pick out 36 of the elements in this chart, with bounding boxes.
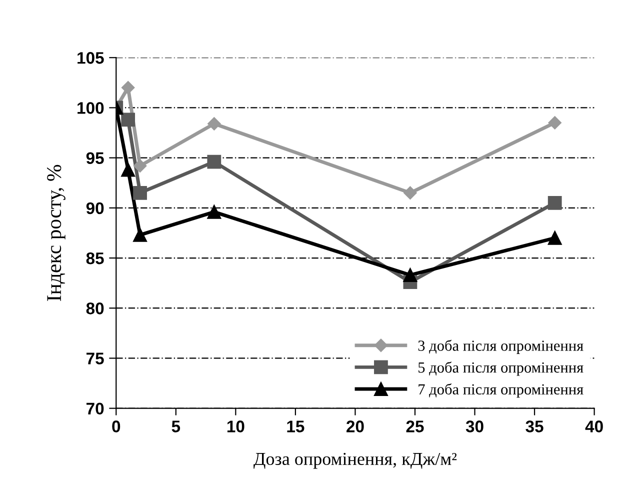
point (207, 154, 222, 169)
point (208, 117, 221, 130)
point (403, 268, 418, 282)
x-tick-label: 10 (227, 420, 244, 432)
y-tick-label: 100 (78, 102, 104, 114)
legend-label: 7 доба після опромінення (418, 383, 584, 398)
x-tick-label: 15 (287, 420, 304, 432)
y-tick-label: 75 (86, 352, 104, 364)
y-tick-label: 70 (86, 402, 104, 415)
y-tick-label: 85 (86, 252, 104, 264)
x-tick-label: 25 (406, 420, 424, 432)
y-axis-title: Індекс росту, % (47, 164, 66, 301)
y-tick-label: 80 (86, 302, 104, 314)
point (207, 204, 222, 219)
point (548, 196, 562, 210)
legend-label: 3 доба після опромінення (418, 340, 584, 354)
point (548, 116, 562, 130)
point (121, 162, 136, 177)
point (133, 186, 147, 200)
x-tick-label: 5 (172, 420, 180, 432)
x-tick-label: 0 (112, 420, 120, 432)
x-tick-label: 40 (585, 420, 603, 432)
x-tick-label: 20 (346, 420, 364, 432)
x-axis-title: Доза опромінення, кДж/м² (254, 452, 457, 469)
x-tick-label: 30 (466, 420, 484, 432)
y-tick-label: 90 (86, 202, 104, 214)
point (121, 81, 135, 94)
point (133, 159, 147, 172)
point (133, 228, 147, 242)
legend-label: 5 доба після опромінення (418, 362, 584, 376)
y-tick-label: 95 (86, 152, 104, 164)
point (404, 186, 417, 200)
point (548, 231, 562, 245)
y-tick-label: 105 (78, 52, 104, 64)
x-tick-label: 35 (526, 420, 544, 432)
point (121, 112, 136, 127)
